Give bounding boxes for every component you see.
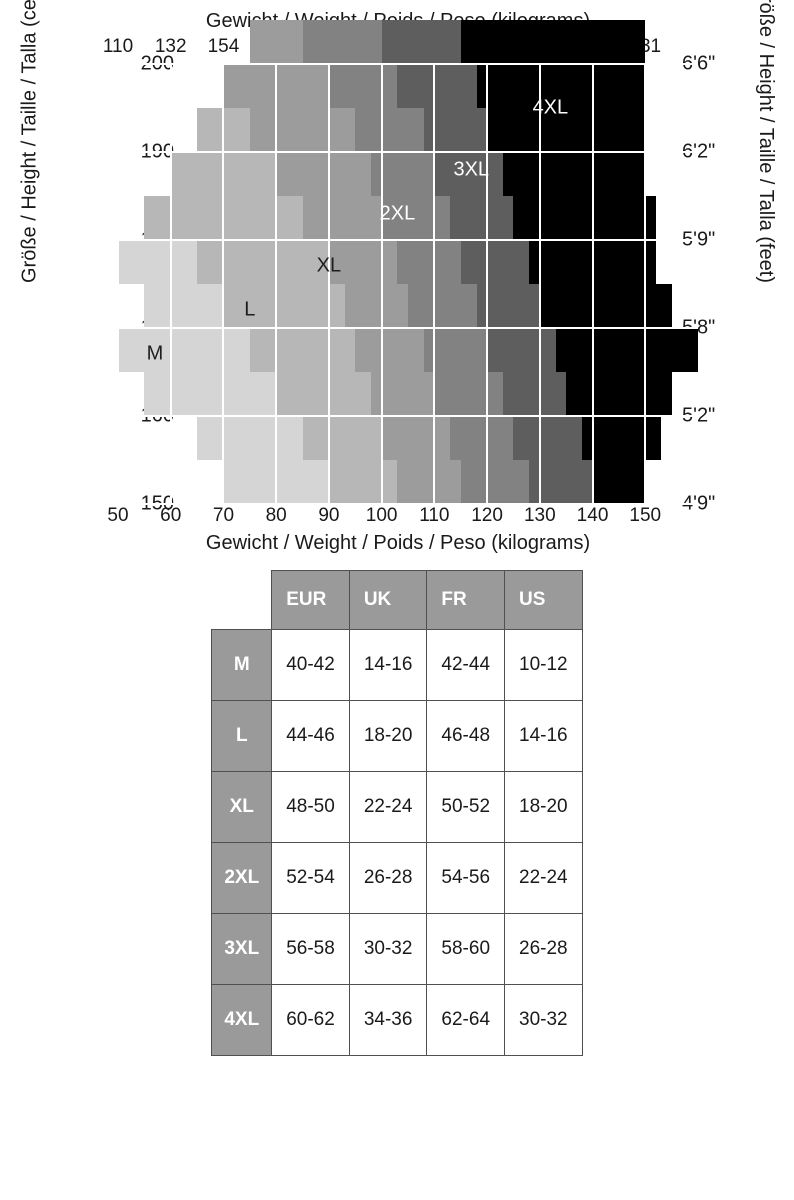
heatmap-band (303, 20, 382, 64)
yticks-left: 200190180170160150 (54, 10, 114, 555)
table-cell: 22-24 (349, 772, 427, 843)
table-cell: 52-54 (272, 843, 350, 914)
table-row: 3XL56-5830-3258-6026-28 (212, 914, 582, 985)
size-heatmap: Gewicht / Weight / Poids / Peso (kilogra… (18, 10, 778, 555)
table-cell: 48-50 (272, 772, 350, 843)
table-corner (212, 571, 272, 630)
size-label: L (244, 299, 255, 322)
table-row: XL48-5022-2450-5218-20 (212, 772, 582, 843)
table-cell: 26-28 (349, 843, 427, 914)
table-header-row: EURUKFRUS (212, 571, 582, 630)
xtick-bottom: 110 (419, 505, 449, 527)
table-row: M40-4214-1642-4410-12 (212, 630, 582, 701)
size-label: XL (317, 255, 341, 278)
table-row: 2XL52-5426-2854-5622-24 (212, 843, 582, 914)
xtick-bottom: 100 (366, 505, 398, 527)
table-cell: 46-48 (427, 701, 505, 772)
plot-area: M L XL 2XL 3XL 4XL (118, 64, 698, 504)
table-cell: 58-60 (427, 914, 505, 985)
table-cell: 56-58 (272, 914, 350, 985)
xtick-bottom: 120 (471, 505, 503, 527)
table-row: L44-4618-2046-4814-16 (212, 701, 582, 772)
heatmap-band (461, 20, 646, 64)
size-label: 3XL (453, 158, 489, 181)
table-cell: 34-36 (349, 985, 427, 1056)
table-row-header: 4XL (212, 985, 272, 1056)
table-column-header: US (505, 571, 583, 630)
table-cell: 14-16 (349, 630, 427, 701)
xtick-top: 154 (208, 36, 240, 58)
heatmap-band (382, 20, 461, 64)
gridlines (118, 64, 698, 504)
table-row-header: 3XL (212, 914, 272, 985)
table-row-header: L (212, 701, 272, 772)
x-axis-title-bottom: Gewicht / Weight / Poids / Peso (kilogra… (18, 532, 778, 555)
table-row-header: 2XL (212, 843, 272, 914)
size-label: M (147, 343, 164, 366)
heatmap-band (250, 20, 303, 64)
table-column-header: EUR (272, 571, 350, 630)
table-cell: 14-16 (505, 701, 583, 772)
xtick-bottom: 140 (577, 505, 609, 527)
table-cell: 60-62 (272, 985, 350, 1056)
table-cell: 26-28 (505, 914, 583, 985)
xtick-bottom: 70 (213, 505, 234, 527)
table-row-header: M (212, 630, 272, 701)
size-label: 4XL (533, 97, 569, 120)
table-cell: 30-32 (505, 985, 583, 1056)
table-column-header: UK (349, 571, 427, 630)
table-row: 4XL60-6234-3662-6430-32 (212, 985, 582, 1056)
xtick-bottom: 80 (266, 505, 287, 527)
size-conversion-table: EURUKFRUS M40-4214-1642-4410-12L44-4618-… (211, 570, 582, 1056)
table-cell: 54-56 (427, 843, 505, 914)
xtick-bottom: 150 (629, 505, 661, 527)
table-cell: 30-32 (349, 914, 427, 985)
size-label: 2XL (380, 202, 416, 225)
table-cell: 50-52 (427, 772, 505, 843)
table-cell: 62-64 (427, 985, 505, 1056)
table-row-header: XL (212, 772, 272, 843)
table-cell: 42-44 (427, 630, 505, 701)
table-cell: 10-12 (505, 630, 583, 701)
table-cell: 18-20 (349, 701, 427, 772)
table-cell: 40-42 (272, 630, 350, 701)
xtick-bottom: 90 (318, 505, 339, 527)
table-cell: 18-20 (505, 772, 583, 843)
table-column-header: FR (427, 571, 505, 630)
xtick-bottom: 130 (524, 505, 556, 527)
table-cell: 22-24 (505, 843, 583, 914)
table-cell: 44-46 (272, 701, 350, 772)
